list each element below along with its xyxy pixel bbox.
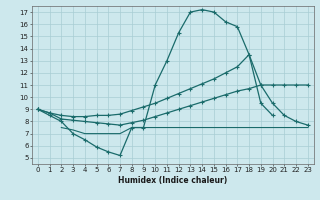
X-axis label: Humidex (Indice chaleur): Humidex (Indice chaleur) (118, 176, 228, 185)
